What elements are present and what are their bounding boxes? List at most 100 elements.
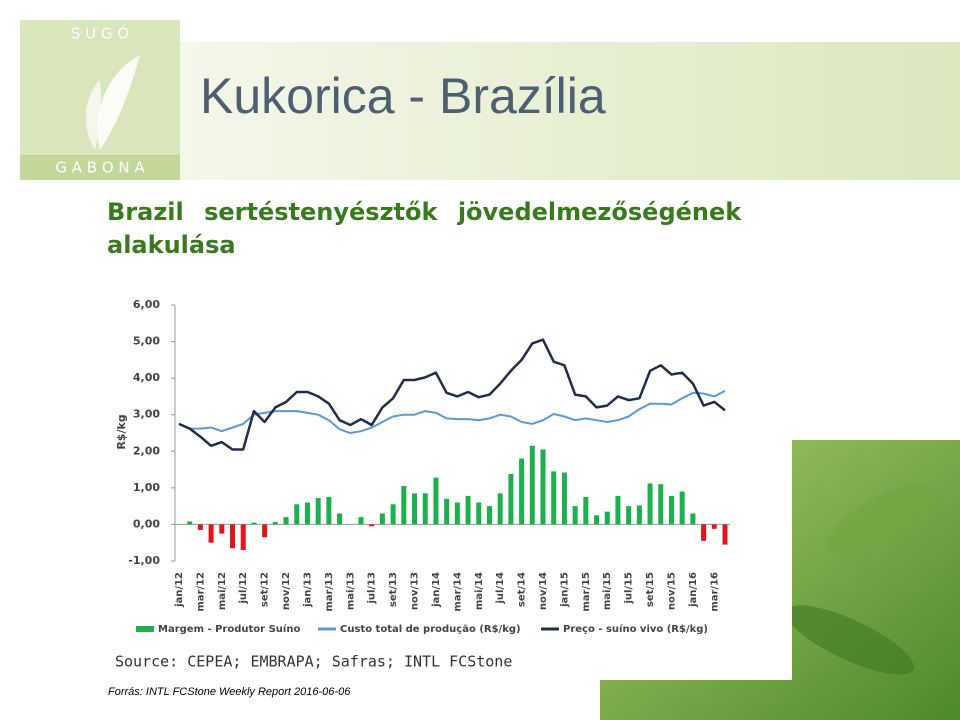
leaf bbox=[826, 484, 934, 556]
y-axis-label: R$/kg bbox=[115, 414, 128, 449]
x-tick-label: jan/12 bbox=[174, 572, 185, 608]
x-tick-label: jul/12 bbox=[238, 572, 249, 605]
x-tick-label: mar/12 bbox=[195, 572, 206, 612]
bar bbox=[240, 524, 246, 551]
y-tick-label: -1,00 bbox=[128, 554, 160, 567]
bar bbox=[326, 497, 332, 525]
footer: Forrás: INTL FCStone Weekly Report 2016-… bbox=[108, 686, 351, 698]
bar bbox=[647, 483, 653, 525]
legend-swatch bbox=[136, 626, 154, 632]
logo-bottom: G A B O N A bbox=[55, 159, 145, 177]
chart-source: Source: CEPEA; EMBRAPA; Safras; INTL FCS… bbox=[115, 653, 512, 671]
logo-top: S U G Ó bbox=[71, 24, 129, 43]
x-tick-label: nov/14 bbox=[538, 572, 549, 610]
bar bbox=[187, 521, 193, 525]
bar bbox=[369, 524, 375, 527]
x-tick-label: jan/15 bbox=[559, 572, 570, 608]
x-tick-label: jan/16 bbox=[688, 572, 699, 608]
bar bbox=[337, 513, 343, 525]
bar bbox=[722, 524, 728, 545]
bar bbox=[272, 521, 278, 525]
y-tick-label: 4,00 bbox=[133, 371, 160, 384]
bar bbox=[390, 504, 396, 525]
logo-strip bbox=[20, 155, 180, 180]
x-tick-label: mar/13 bbox=[324, 572, 335, 612]
bar bbox=[572, 506, 578, 525]
bar bbox=[304, 502, 310, 525]
bar bbox=[594, 515, 600, 525]
bar bbox=[197, 524, 203, 530]
y-tick-label: 2,00 bbox=[133, 444, 160, 457]
bar bbox=[583, 497, 589, 525]
legend-label: Margem - Produtor Suíno bbox=[158, 623, 300, 635]
x-tick-label: mar/15 bbox=[581, 572, 592, 612]
legend-label: Custo total de produção (R$/kg) bbox=[340, 624, 521, 635]
x-tick-label: jan/13 bbox=[302, 572, 313, 608]
bar bbox=[604, 511, 610, 525]
bar bbox=[251, 522, 257, 525]
x-tick-label: set/12 bbox=[260, 572, 271, 607]
subtitle-line: alakulása bbox=[107, 231, 236, 259]
leaf bbox=[785, 605, 915, 675]
slide-title: Kukorica - Brazília bbox=[200, 68, 606, 124]
subtitle-line: Brazil sertéstenyésztők jövedelmezőségén… bbox=[107, 198, 742, 226]
bar bbox=[540, 449, 546, 525]
bar bbox=[561, 472, 567, 525]
chart-box bbox=[105, 275, 792, 680]
bar bbox=[519, 458, 525, 525]
y-tick-label: 1,00 bbox=[133, 481, 160, 494]
bar bbox=[626, 506, 632, 525]
bar bbox=[283, 517, 289, 525]
x-tick-label: set/15 bbox=[645, 572, 656, 607]
bar bbox=[379, 513, 385, 525]
bar bbox=[497, 493, 503, 525]
bar bbox=[636, 505, 642, 525]
logo-leaf bbox=[85, 80, 101, 150]
bar bbox=[219, 524, 225, 534]
bar bbox=[476, 502, 482, 525]
y-tick-label: 5,00 bbox=[133, 335, 160, 348]
bar bbox=[668, 495, 674, 525]
bar bbox=[551, 471, 557, 525]
x-tick-label: mar/16 bbox=[709, 572, 720, 612]
bar bbox=[711, 524, 717, 529]
y-tick-label: 3,00 bbox=[133, 408, 160, 421]
bar bbox=[615, 495, 621, 525]
x-tick-label: set/13 bbox=[388, 572, 399, 607]
bar bbox=[230, 524, 236, 549]
bar bbox=[208, 524, 214, 543]
x-tick-label: set/14 bbox=[517, 572, 528, 607]
x-tick-label: mai/13 bbox=[345, 572, 356, 610]
line bbox=[178, 390, 726, 434]
y-tick-label: 0,00 bbox=[133, 517, 160, 530]
legend-label: Preço - suíno vivo (R$/kg) bbox=[563, 623, 708, 635]
bar bbox=[658, 484, 664, 525]
x-tick-label: nov/15 bbox=[666, 572, 677, 610]
logo-leaf bbox=[97, 55, 140, 150]
bar bbox=[690, 513, 696, 525]
bar bbox=[529, 445, 535, 525]
bar bbox=[422, 493, 428, 525]
line bbox=[178, 338, 726, 451]
header-band bbox=[180, 42, 960, 180]
bar bbox=[358, 517, 364, 525]
x-tick-label: mai/12 bbox=[217, 572, 228, 610]
bar bbox=[262, 524, 268, 538]
y-tick-label: 6,00 bbox=[133, 298, 160, 311]
x-tick-label: nov/13 bbox=[410, 572, 421, 610]
bar bbox=[454, 502, 460, 525]
bar bbox=[701, 524, 707, 541]
bar bbox=[465, 495, 471, 525]
bar bbox=[412, 493, 418, 525]
x-tick-label: jan/14 bbox=[431, 572, 442, 608]
x-tick-label: jul/13 bbox=[367, 572, 378, 605]
x-tick-label: mai/14 bbox=[474, 572, 485, 610]
x-tick-label: mai/15 bbox=[602, 572, 613, 610]
bar bbox=[433, 477, 439, 525]
bar bbox=[294, 504, 300, 525]
x-tick-label: nov/12 bbox=[281, 572, 292, 610]
x-tick-label: jul/15 bbox=[624, 572, 635, 605]
bar bbox=[401, 486, 407, 525]
bar bbox=[679, 491, 685, 525]
